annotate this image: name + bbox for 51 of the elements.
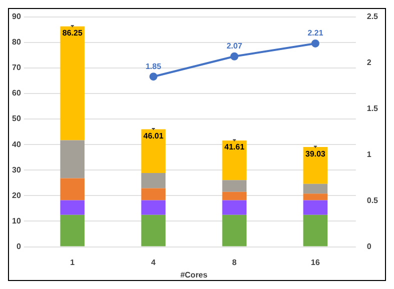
bar <box>303 147 328 184</box>
y-tick-label: 20 <box>12 190 22 200</box>
bar <box>303 184 328 194</box>
x-axis-title: #Cores <box>180 270 208 280</box>
data-label: 2.07 <box>226 42 243 51</box>
bar <box>222 214 247 246</box>
y2-tick-label: 1.5 <box>366 104 379 114</box>
bar <box>60 214 85 246</box>
total-label: 46.01 <box>143 131 164 140</box>
total-label: 86.25 <box>62 28 83 38</box>
bar <box>222 200 247 215</box>
bar <box>303 200 328 215</box>
bar <box>303 194 328 200</box>
point <box>149 72 158 81</box>
bar <box>60 178 85 200</box>
data-label: 2.21 <box>308 28 324 38</box>
x-tick-label: 16 <box>310 258 320 267</box>
bar <box>222 180 247 192</box>
y-tick-label: 80 <box>12 38 22 47</box>
point <box>230 52 238 60</box>
point <box>311 39 320 48</box>
bar <box>222 140 247 180</box>
data-label: 1.85 <box>146 62 162 71</box>
bar <box>141 172 166 188</box>
bar <box>60 140 85 178</box>
bar <box>60 200 85 215</box>
x-tick-label: 8 <box>232 258 238 267</box>
bar <box>141 188 166 200</box>
total-label: 39.03 <box>305 149 326 158</box>
x-tick-label: 4 <box>151 258 156 267</box>
y2-tick-label: 0.5 <box>366 196 379 206</box>
y-tick-label: 90 <box>12 12 22 22</box>
y-tick-label: 50 <box>12 114 22 124</box>
bar <box>222 192 247 200</box>
y-tick-label: 60 <box>12 88 22 98</box>
y2-tick-label: 2 <box>366 58 372 68</box>
bar <box>141 129 166 173</box>
bar <box>60 26 85 140</box>
bar <box>141 214 166 246</box>
y-tick-label: 10 <box>12 216 22 226</box>
y2-tick-label: 1 <box>366 150 372 160</box>
y-tick-label: 70 <box>12 63 22 72</box>
y-tick-label: 0 <box>16 242 22 252</box>
y-tick-label: 30 <box>12 165 22 174</box>
bar <box>303 214 328 246</box>
total-label: 41.61 <box>224 142 245 152</box>
y2-tick-label: 2.5 <box>366 12 379 22</box>
y2-tick-label: 0 <box>366 242 372 252</box>
y-tick-label: 40 <box>12 140 22 149</box>
x-tick-label: 1 <box>70 258 76 267</box>
bar <box>141 200 166 215</box>
